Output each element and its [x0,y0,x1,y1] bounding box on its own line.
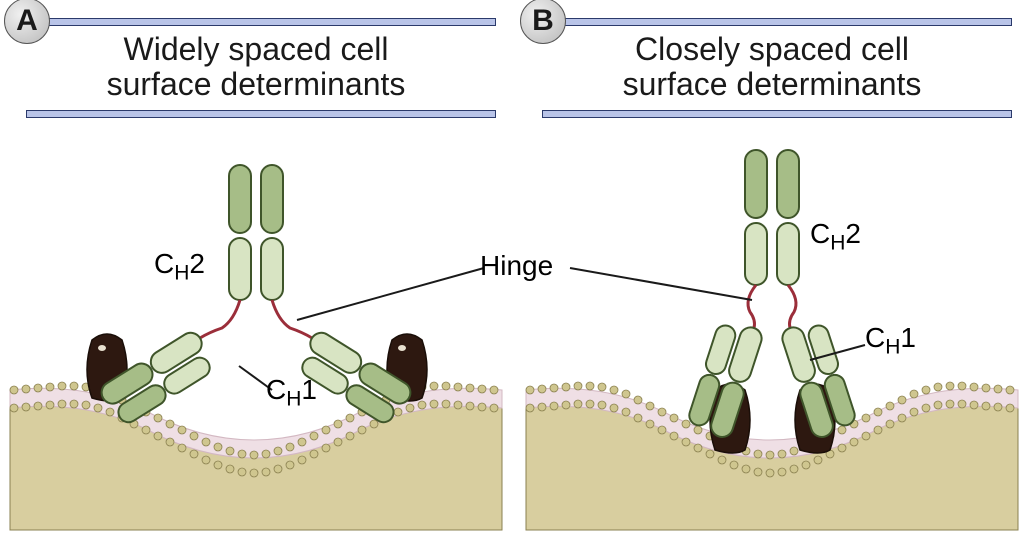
panel-b-ch2-label: CH2 [810,218,861,256]
panel-b-antibody [685,150,858,440]
panel-b-svg [520,0,1024,536]
panel-a-hinge-leader [297,268,484,320]
panel-a-ch2-label: CH2 [154,248,205,286]
panel-a-svg [4,0,508,536]
panel-a: A Widely spaced cell surface determinant… [4,0,508,536]
panel-b-ch1-label: CH1 [865,322,916,360]
panel-b-cytoplasm [526,398,1018,530]
panel-b-badge: B [520,0,566,44]
panel-b-hinge-leader [570,268,752,300]
panel-b-badge-letter: B [532,4,554,38]
panel-a-cytoplasm [10,398,502,530]
panel-a-badge: A [4,0,50,44]
panel-a-badge-letter: A [16,4,38,38]
panel-a-ch1-label: CH1 [266,374,317,412]
panel-a-antibody [97,165,414,428]
panel-b: B Closely spaced cell surface determinan… [520,0,1024,536]
